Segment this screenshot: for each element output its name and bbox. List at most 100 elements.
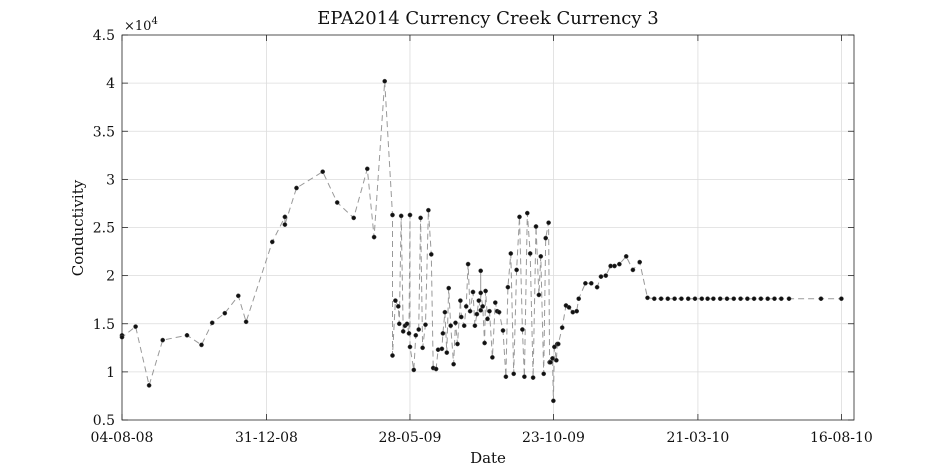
data-point bbox=[839, 296, 844, 302]
data-point bbox=[446, 285, 452, 291]
y-tick-label: 2.5 bbox=[93, 221, 115, 237]
data-point bbox=[222, 310, 228, 316]
y-tick-label: 3 bbox=[106, 172, 115, 188]
data-point bbox=[496, 309, 502, 315]
data-point bbox=[637, 259, 643, 265]
data-point bbox=[439, 346, 445, 352]
data-point bbox=[692, 296, 698, 302]
data-point bbox=[472, 323, 478, 329]
data-point bbox=[435, 347, 441, 353]
data-point bbox=[651, 296, 657, 302]
data-point bbox=[576, 296, 582, 302]
data-point bbox=[119, 334, 125, 340]
data-point bbox=[533, 224, 539, 229]
data-point bbox=[448, 323, 454, 329]
y-axis-label: Conductivity bbox=[69, 179, 87, 276]
axis-ticks: 0.5 1 1.5 2 2.5 3 3.5 4 4.5 04-08-08 31-12-08 28-05… bbox=[91, 28, 873, 446]
data-point bbox=[199, 342, 204, 348]
data-point bbox=[458, 314, 464, 320]
data-point bbox=[665, 296, 671, 302]
data-point bbox=[390, 212, 395, 218]
data-point bbox=[543, 235, 549, 241]
data-point bbox=[594, 284, 600, 290]
data-point bbox=[672, 296, 677, 302]
data-point bbox=[772, 296, 777, 302]
data-point bbox=[623, 254, 629, 259]
data-point bbox=[511, 371, 517, 377]
data-point bbox=[458, 298, 463, 303]
data-point bbox=[146, 383, 152, 388]
data-point bbox=[467, 308, 473, 314]
data-point bbox=[209, 320, 215, 326]
data-point bbox=[630, 267, 636, 273]
data-point bbox=[444, 350, 450, 355]
data-point bbox=[818, 296, 824, 302]
data-point bbox=[371, 234, 377, 240]
data-point bbox=[269, 239, 275, 245]
data-point bbox=[717, 296, 723, 302]
data-point bbox=[442, 309, 448, 315]
data-point bbox=[470, 289, 476, 295]
data-point bbox=[505, 284, 511, 290]
data-point bbox=[487, 308, 492, 314]
data-point bbox=[474, 311, 480, 317]
data-point bbox=[184, 332, 190, 338]
data-point bbox=[406, 331, 412, 336]
data-point bbox=[483, 288, 488, 294]
data-point bbox=[527, 251, 533, 256]
x-tick-label: 21-03-10 bbox=[666, 430, 729, 446]
data-point bbox=[550, 356, 555, 361]
data-point bbox=[724, 296, 730, 302]
data-point bbox=[603, 273, 609, 278]
data-point bbox=[235, 293, 241, 299]
data-point bbox=[546, 220, 551, 226]
data-point bbox=[320, 169, 326, 175]
data-point bbox=[433, 366, 439, 372]
data-point bbox=[451, 361, 456, 367]
data-point bbox=[413, 332, 419, 338]
data-point bbox=[463, 304, 469, 309]
data-point bbox=[395, 304, 401, 309]
data-point bbox=[554, 357, 559, 363]
data-point bbox=[522, 374, 527, 380]
data-point bbox=[583, 280, 588, 286]
data-point bbox=[461, 323, 467, 329]
data-point bbox=[492, 300, 498, 305]
data-point bbox=[133, 324, 138, 329]
data-point bbox=[517, 214, 522, 220]
data-point bbox=[608, 263, 613, 269]
data-point bbox=[396, 321, 402, 327]
data-point bbox=[404, 321, 410, 327]
data-point bbox=[426, 207, 431, 213]
data-point bbox=[407, 212, 413, 218]
y-tick-label: 3.5 bbox=[93, 124, 115, 140]
chart-title: EPA2014 Currency Creek Currency 3 bbox=[317, 8, 658, 29]
data-point bbox=[423, 322, 428, 328]
data-point bbox=[243, 319, 249, 325]
data-point bbox=[500, 328, 506, 333]
data-point bbox=[765, 296, 771, 302]
data-point bbox=[786, 296, 792, 302]
data-point bbox=[685, 296, 691, 302]
data-point bbox=[420, 345, 425, 351]
data-point bbox=[465, 261, 471, 267]
data-point bbox=[555, 341, 561, 347]
data-point bbox=[745, 296, 750, 302]
data-point bbox=[455, 341, 460, 347]
data-point bbox=[751, 296, 757, 302]
y-tick-label: 1 bbox=[106, 365, 115, 381]
data-point bbox=[508, 251, 514, 256]
x-tick-label: 04-08-08 bbox=[91, 430, 154, 446]
data-point bbox=[541, 371, 547, 377]
data-point bbox=[478, 290, 484, 296]
data-point bbox=[566, 305, 572, 310]
data-point bbox=[334, 200, 340, 205]
data-point bbox=[514, 267, 519, 273]
data-point bbox=[612, 263, 617, 269]
data-point bbox=[645, 295, 650, 301]
data-point bbox=[778, 296, 784, 302]
data-point bbox=[351, 215, 357, 221]
data-point bbox=[536, 292, 542, 298]
data-point bbox=[476, 298, 482, 303]
